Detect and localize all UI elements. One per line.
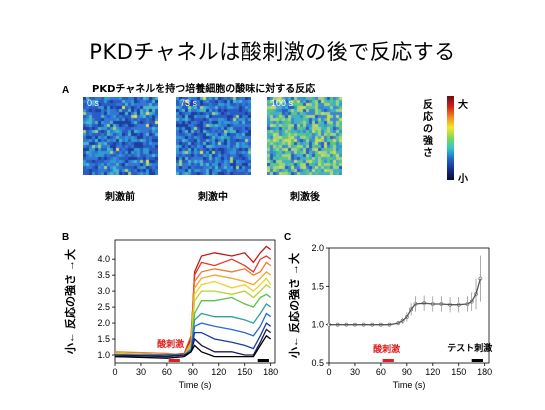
x-tick-label: 180 (477, 367, 492, 377)
x-tick-label: 90 (188, 367, 198, 377)
x-tick-label: 150 (237, 367, 252, 377)
heatmap-during: 73 s (176, 97, 251, 175)
caption-before: 刺激前 (105, 192, 135, 203)
stimulus-label: 酸刺激 (373, 343, 400, 354)
x-tick-label: 0 (112, 367, 117, 377)
y-tick-label: 1.5 (311, 281, 324, 291)
y-tick-label: 2.0 (97, 318, 110, 328)
x-axis-label: Time (s) (179, 380, 212, 390)
series-line (329, 278, 482, 326)
colorbar (447, 96, 454, 180)
y-tick-label: 4.0 (97, 254, 110, 264)
heatmap-canvas (83, 97, 158, 175)
heatmap-canvas (176, 97, 251, 175)
heatmap-time: 73 s (180, 98, 198, 108)
series-line (114, 328, 272, 358)
x-tick-label: 60 (376, 367, 386, 377)
test-stimulus-bar (257, 359, 269, 362)
heatmap-time: 100 s (271, 98, 294, 108)
y-tick-label: 2.5 (97, 302, 110, 312)
x-tick-label: 90 (402, 367, 412, 377)
colorbar-low: 小 (458, 174, 468, 185)
chart-b: 0 30 60 90 120 150 180 1.0 1.5 2.0 2.5 3.0 3.5 4.0 Tim… (63, 239, 278, 390)
caption-after: 刺激後 (290, 192, 320, 203)
x-tick-label: 120 (211, 367, 226, 377)
plot-frame (328, 247, 490, 364)
colorbar-high: 大 (458, 100, 468, 111)
x-tick-label: 150 (451, 367, 466, 377)
test-stimulus-label: テスト刺激 (447, 342, 492, 353)
heatmap-canvas (267, 97, 342, 175)
panel-a-subtitle: PKDチャネルを持つ培養細胞の酸味に対する反応 (92, 84, 316, 95)
heatmap-time: 0 s (87, 98, 100, 108)
plot-frame (114, 239, 276, 364)
stimulus-bar (382, 359, 394, 362)
x-axis-label: Time (s) (393, 380, 426, 390)
heatmap-before: 0 s (83, 97, 158, 175)
caption-during: 刺激中 (198, 192, 228, 203)
x-tick-label: 30 (136, 367, 146, 377)
x-tick-label: 30 (350, 367, 360, 377)
panel-a-letter: A (62, 85, 70, 96)
y-tick-label: 2.0 (311, 243, 324, 253)
chart-c: 0 30 60 90 120 150 180 0.5 1.0 1.5 2.0 Time (s) 小← 反… (287, 243, 492, 390)
y-tick-label: 0.5 (311, 358, 324, 368)
heatmap-after: 100 s (267, 97, 342, 175)
colorbar-label: 反応の強さ (423, 100, 433, 159)
y-tick-label: 1.0 (97, 350, 110, 360)
y-axis-label: 小← 反応の強さ →大 (63, 249, 77, 355)
stimulus-label: 酸刺激 (157, 338, 184, 349)
x-tick-label: 60 (162, 367, 172, 377)
x-tick-label: 180 (263, 367, 278, 377)
stimulus-bar (168, 359, 180, 362)
x-tick-label: 0 (326, 367, 331, 377)
series-line (115, 255, 272, 356)
y-tick-label: 3.5 (97, 270, 110, 280)
test-stimulus-bar (471, 359, 483, 362)
y-axis-label: 小← 反応の強さ →大 (287, 253, 301, 359)
panel-b-letter: B (62, 232, 70, 243)
y-tick-label: 1.0 (311, 320, 324, 330)
x-tick-label: 120 (425, 367, 440, 377)
panel-c-letter: C (284, 232, 292, 243)
y-tick-label: 3.0 (97, 286, 110, 296)
slide-title: PKDチャネルは酸刺激の後で反応する (89, 40, 456, 64)
y-tick-label: 1.5 (97, 334, 110, 344)
series-line (114, 334, 272, 359)
